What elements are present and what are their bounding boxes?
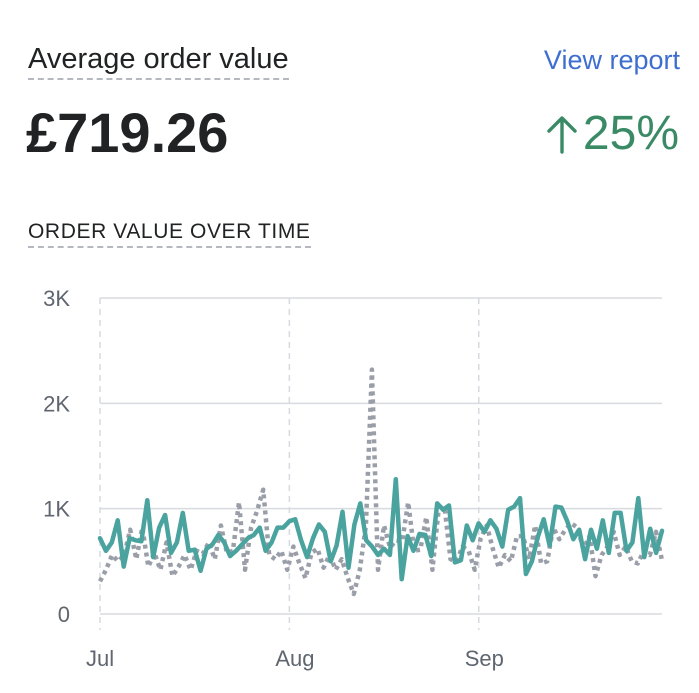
- x-tick-label: Jul: [86, 646, 114, 671]
- change-percent: 25%: [582, 107, 679, 160]
- y-tick-label: 1K: [43, 497, 70, 522]
- y-tick-label: 2K: [43, 391, 70, 416]
- change-indicator: 25%: [545, 104, 679, 164]
- metric-value: £719.26: [26, 101, 229, 164]
- y-tick-label: 3K: [43, 286, 70, 311]
- metric-title[interactable]: Average order value: [28, 40, 289, 80]
- x-axis-labels: Jul Aug Sep: [86, 646, 504, 671]
- arrow-up-icon: [547, 116, 577, 154]
- y-axis-labels: 0 1K 2K 3K: [43, 286, 70, 627]
- x-tick-label: Aug: [275, 646, 314, 671]
- primary-series-line: [97, 476, 665, 582]
- view-report-link[interactable]: View report: [543, 45, 680, 75]
- y-tick-label: 0: [58, 602, 70, 627]
- chart-grid: [99, 297, 662, 630]
- chart-series: [97, 367, 665, 597]
- x-tick-label: Sep: [465, 646, 504, 671]
- chart-section-title[interactable]: ORDER VALUE OVER TIME: [28, 218, 311, 248]
